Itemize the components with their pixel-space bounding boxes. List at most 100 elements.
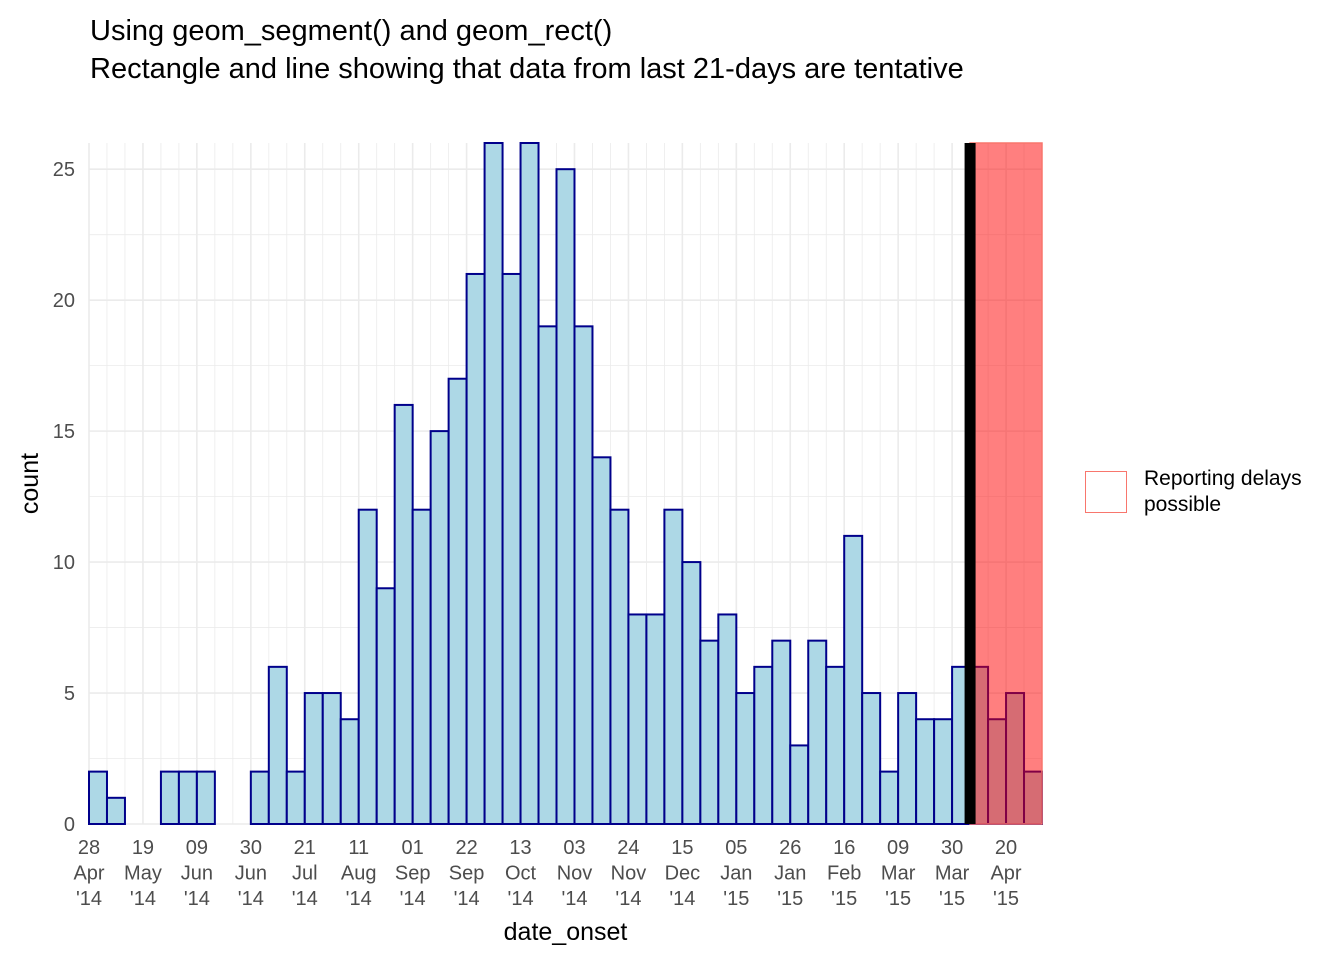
x-tick-label: 26 — [779, 837, 801, 859]
x-tick-label: 15 — [671, 837, 693, 859]
histogram-bar — [753, 665, 774, 825]
histogram-bar — [627, 613, 648, 826]
histogram-bar — [375, 587, 396, 825]
x-tick-label: Sep — [395, 863, 431, 885]
x-tick-label: 03 — [563, 837, 585, 859]
histogram-bar — [249, 770, 270, 825]
histogram-bar — [933, 718, 954, 826]
x-tick-label: 19 — [132, 837, 154, 859]
x-tick-label: 09 — [887, 837, 909, 859]
x-tick-label: '14 — [508, 888, 534, 910]
histogram-bar — [915, 718, 936, 826]
x-tick-label: 20 — [995, 837, 1017, 859]
title-block: Using geom_segment() and geom_rect() Rec… — [90, 12, 964, 88]
histogram-bar — [393, 403, 414, 825]
histogram-bar — [537, 325, 558, 825]
x-tick-label: Oct — [505, 863, 537, 885]
histogram-bar — [447, 377, 468, 825]
histogram-bar — [699, 639, 720, 826]
histogram-bar — [663, 508, 684, 825]
x-tick-label: '14 — [130, 888, 156, 910]
histogram-bar — [267, 665, 288, 825]
x-tick-label: 22 — [455, 837, 477, 859]
x-tick-label: '14 — [669, 888, 695, 910]
histogram-bar — [483, 142, 504, 825]
x-tick-label: Nov — [611, 863, 647, 885]
bar-layer — [88, 142, 1044, 826]
y-tick-label: 20 — [53, 290, 75, 312]
histogram-bar — [609, 508, 630, 825]
histogram-bar — [861, 692, 882, 825]
x-tick-label: Jun — [235, 863, 267, 885]
x-tick-label: May — [124, 863, 162, 885]
y-axis-title: count — [16, 453, 44, 514]
x-tick-label: '14 — [400, 888, 426, 910]
legend-key-swatch — [1085, 471, 1127, 513]
histogram-bar — [519, 142, 540, 825]
x-tick-label: Dec — [665, 863, 701, 885]
x-tick-label: 30 — [240, 837, 262, 859]
x-tick-label: Jan — [774, 863, 806, 885]
x-tick-label: 21 — [294, 837, 316, 859]
x-tick-label: '15 — [993, 888, 1019, 910]
histogram-bar — [411, 508, 432, 825]
x-tick-label: 11 — [348, 837, 369, 859]
histogram-bar — [735, 692, 756, 825]
histogram-bar — [339, 718, 360, 826]
x-tick-label: '14 — [346, 888, 372, 910]
histogram-bar — [645, 613, 666, 826]
y-tick-label: 10 — [53, 552, 75, 574]
x-tick-label: '14 — [615, 888, 641, 910]
x-tick-label: '14 — [292, 888, 318, 910]
chart-title: Using geom_segment() and geom_rect() — [90, 15, 613, 47]
x-tick-label: 05 — [725, 837, 747, 859]
x-tick-label: Mar — [935, 863, 970, 885]
x-tick-label: '15 — [831, 888, 857, 910]
y-tick-label: 0 — [64, 814, 75, 836]
x-tick-label: 01 — [402, 837, 424, 859]
x-tick-label: '15 — [939, 888, 965, 910]
x-tick-label: 30 — [941, 837, 963, 859]
histogram-bar — [177, 770, 198, 825]
x-tick-label: '15 — [777, 888, 803, 910]
overlay-layer — [964, 142, 1043, 825]
x-tick-label: Apr — [73, 863, 104, 885]
histogram-bar — [321, 692, 342, 825]
x-tick-label: '14 — [238, 888, 264, 910]
x-tick-label: 28 — [78, 837, 100, 859]
histogram-bar — [843, 534, 864, 826]
x-tick-label: 24 — [617, 837, 639, 859]
histogram-bar — [879, 770, 900, 825]
x-tick-label: Jan — [720, 863, 752, 885]
histogram-bar — [591, 456, 612, 825]
x-tick-label: Aug — [341, 863, 377, 885]
x-tick-label: Sep — [449, 863, 485, 885]
histogram-bar — [159, 770, 180, 825]
histogram-bar — [303, 692, 324, 825]
histogram-bar — [357, 508, 378, 825]
histogram-bar — [88, 770, 108, 825]
histogram-bar — [105, 796, 126, 825]
x-tick-label: '15 — [723, 888, 749, 910]
legend-label: Reporting delays possible — [1144, 467, 1302, 516]
y-tick-label: 25 — [53, 159, 75, 181]
x-tick-label: '14 — [76, 888, 102, 910]
histogram-bar — [573, 325, 594, 825]
tentative-period-rect — [969, 142, 1043, 825]
histogram-bar — [825, 665, 846, 825]
y-axis-ticks: 0 5 10 15 20 25 — [53, 159, 75, 836]
histogram-bar — [501, 272, 522, 825]
x-tick-label: '14 — [561, 888, 587, 910]
histogram-bar — [897, 692, 918, 825]
x-tick-label: Mar — [881, 863, 916, 885]
chart-subtitle: Rectangle and line showing that data fro… — [90, 53, 964, 85]
histogram-bar — [555, 168, 576, 825]
histogram-bar — [465, 272, 486, 825]
y-tick-label: 5 — [64, 683, 75, 705]
y-tick-label: 15 — [53, 421, 75, 443]
x-tick-label: 09 — [186, 837, 208, 859]
histogram-bar — [429, 430, 450, 825]
histogram-bar — [717, 613, 738, 826]
legend: Reporting delays possible — [1085, 466, 1324, 518]
